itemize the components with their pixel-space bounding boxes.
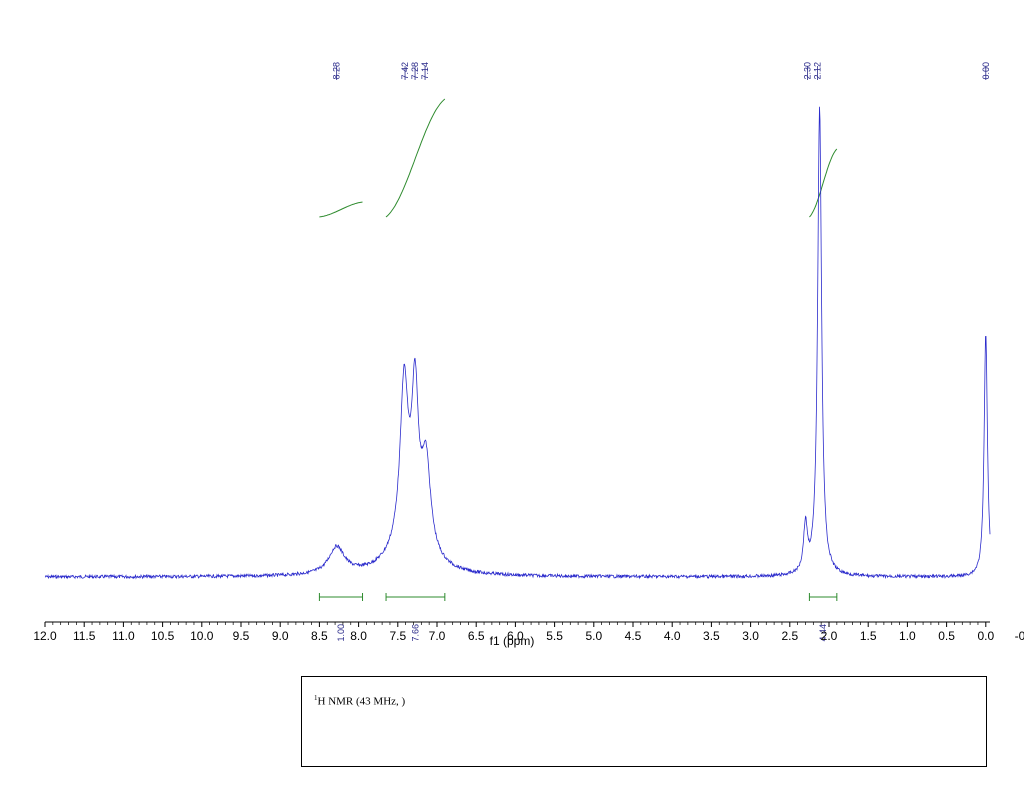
x-tick-label: 11.5 (73, 629, 96, 643)
x-tick-label: 9.5 (233, 629, 250, 643)
x-tick-label: 10.5 (151, 629, 175, 643)
x-tick-label: 3.5 (703, 629, 720, 643)
x-tick-label: 6.5 (468, 629, 485, 643)
x-tick-label: 0.5 (938, 629, 955, 643)
x-tick-label: 12.0 (33, 629, 57, 643)
x-tick-label: 1.0 (899, 629, 916, 643)
integral-brackets: 1.00 7.66 4.44 (318, 593, 838, 642)
info-text: 1H NMR (43 MHz, ) (314, 694, 405, 708)
x-tick-label: 8.5 (311, 629, 328, 643)
x-tick-label: 3.0 (742, 629, 759, 643)
x-tick-label: 4.0 (664, 629, 681, 643)
x-tick-label: 1.5 (860, 629, 877, 643)
peak-labels: 8.28 7.42 7.28 7.14 2.30 2.12 0.00 (332, 62, 991, 80)
spectrum-layer (44, 106, 991, 580)
x-tick-label: 7.5 (389, 629, 406, 643)
integral-value: 1.00 (336, 624, 346, 642)
x-tick-label: 5.0 (585, 629, 602, 643)
x-axis: 12.0 11.5 11.0 10.5 10.0 9.5 9.0 8.5 8.0 7.5 7.0 6.… (33, 621, 1024, 643)
x-tick-label: 5.5 (546, 629, 563, 643)
x-tick-label: 0.0 (977, 629, 994, 643)
x-tick-label: 6.0 (507, 629, 524, 643)
info-caption: H NMR (43 MHz, ) (317, 695, 406, 708)
integral-value: 7.66 (410, 624, 420, 642)
info-superscript: 1 (314, 694, 318, 702)
integral-curve (809, 148, 838, 218)
x-tick-label: 7.0 (429, 629, 446, 643)
x-tick-label: 2.0 (821, 629, 838, 643)
spectrum-line (44, 106, 991, 580)
x-tick-label: 4.5 (625, 629, 642, 643)
integral-value: 4.44 (818, 624, 828, 642)
integral-curve (385, 98, 446, 218)
info-box: 1H NMR (43 MHz, ) (301, 676, 987, 767)
integral-curves (319, 98, 838, 218)
integral-curve (319, 201, 363, 218)
x-tick-label: 9.0 (272, 629, 289, 643)
x-axis-label: f1 (ppm) (490, 634, 535, 648)
x-tick-label: 2.5 (781, 629, 798, 643)
x-tick-label: 11.0 (112, 629, 135, 643)
x-tick-label: -0.5 (1015, 629, 1024, 643)
x-tick-label: 10.0 (190, 629, 214, 643)
x-tick-label: 8.0 (350, 629, 367, 643)
